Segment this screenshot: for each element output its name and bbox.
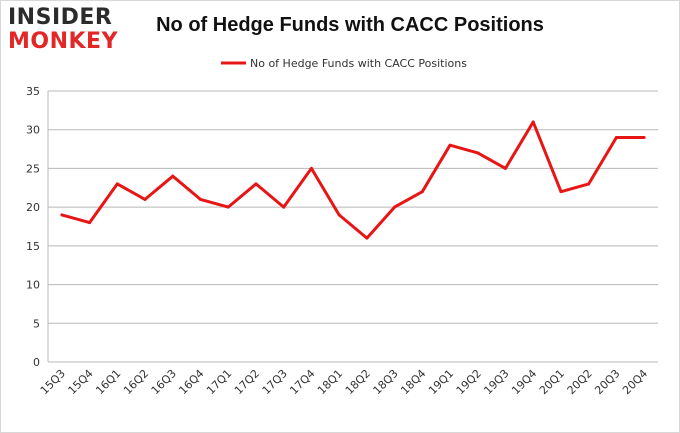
data-point [420,190,424,194]
y-tick-label: 10 [26,279,40,292]
data-point [115,182,119,186]
insider-monkey-logo: INSIDER MONKEY [8,6,133,56]
data-point [642,135,646,139]
y-tick-label: 20 [26,201,40,214]
x-tick-label: 19Q4 [509,367,539,397]
y-tick-label: 15 [26,240,40,253]
data-point [448,143,452,147]
y-tick-label: 30 [26,124,40,137]
data-point [531,120,535,124]
x-tick-label: 17Q1 [204,367,234,397]
x-tick-label: 19Q3 [481,367,511,397]
data-point [226,205,230,209]
y-tick-label: 35 [26,85,40,98]
logo-line-1: INSIDER [8,5,113,30]
legend: No of Hedge Funds with CACC Positions [221,57,467,70]
x-tick-label: 17Q4 [287,367,317,397]
data-point [171,174,175,178]
series-group [60,120,646,240]
x-tick-label: 16Q4 [176,367,206,397]
data-point [559,190,563,194]
series-line [61,120,645,240]
x-tick-label: 18Q4 [398,367,428,397]
chart-title: No of Hedge Funds with CACC Positions [156,14,544,36]
x-tick-label: 16Q1 [93,367,123,397]
logo-line-2: MONKEY [8,29,119,54]
data-point [476,151,480,155]
data-point [143,197,147,201]
x-tick-label: 18Q2 [343,367,373,397]
x-tick-label: 19Q1 [426,367,456,397]
x-tick-label: 18Q1 [315,367,345,397]
x-tick-label: 20Q2 [565,367,595,397]
y-tick-label: 0 [33,356,40,369]
x-tick-label: 19Q2 [454,367,484,397]
grid-lines [47,90,658,363]
data-point [254,182,258,186]
data-point [337,213,341,217]
data-point [614,135,618,139]
x-tick-label: 18Q3 [371,367,401,397]
data-point [199,197,202,201]
x-tick-label: 20Q1 [537,367,567,397]
x-tick-label: 15Q4 [66,367,96,397]
data-point [282,205,286,209]
data-point [393,205,397,209]
y-tick-label: 5 [33,317,40,330]
x-tick-label: 16Q3 [149,367,179,397]
x-tick-label: 16Q2 [121,367,151,397]
data-point [587,182,591,186]
data-point [88,221,92,225]
data-point [365,236,369,240]
y-tick-label: 25 [26,162,40,175]
data-point [309,166,313,170]
x-axis: 15Q315Q416Q116Q216Q316Q417Q117Q217Q317Q4… [38,367,650,397]
x-tick-label: 17Q2 [232,367,262,397]
x-tick-label: 17Q3 [260,367,290,397]
data-point [60,213,64,217]
x-tick-label: 15Q3 [38,367,68,397]
legend-label: No of Hedge Funds with CACC Positions [250,57,467,70]
data-point [504,166,507,170]
x-tick-label: 20Q4 [620,367,650,397]
x-tick-label: 20Q3 [592,367,622,397]
y-axis: 0 5 10 15 20 25 30 35 [26,85,40,369]
